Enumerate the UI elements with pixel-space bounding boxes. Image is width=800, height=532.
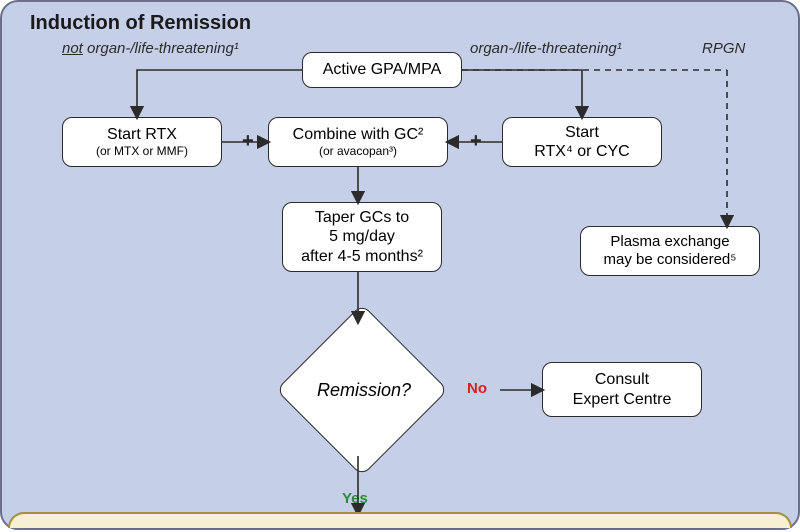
- node-consult-expert: Consult Expert Centre: [542, 362, 702, 417]
- node-text: Start: [565, 123, 599, 142]
- edge-active-to-left: [137, 70, 302, 117]
- node-plasma-exchange: Plasma exchange may be considered⁵: [580, 226, 760, 276]
- node-text: may be considered⁵: [604, 251, 737, 269]
- node-text: Consult: [595, 370, 649, 389]
- edge-active-to-right: [462, 70, 582, 117]
- node-subtext: (or avacopan³): [319, 144, 397, 158]
- section-title: Induction of Remission: [30, 12, 251, 35]
- node-text: RTX⁴ or CYC: [534, 142, 629, 161]
- node-text: Combine with GC²: [293, 125, 424, 144]
- node-taper-gc: Taper GCs to 5 mg/day after 4-5 months²: [282, 202, 442, 272]
- node-subtext: (or MTX or MMF): [96, 144, 188, 158]
- edge-label-not-threatening: not organ-/life-threatening¹organ-/life-…: [62, 40, 239, 57]
- node-start-rtx: Start RTX (or MTX or MMF): [62, 117, 222, 167]
- edge-label-threatening: organ-/life-threatening¹: [470, 40, 622, 57]
- node-text: Start RTX: [107, 125, 177, 144]
- node-combine-gc: Combine with GC² (or avacopan³): [268, 117, 448, 167]
- decision-label: Remission?: [314, 380, 414, 401]
- node-text: Plasma exchange: [610, 233, 729, 251]
- node-start-rtx-cyc: Start RTX⁴ or CYC: [502, 117, 662, 167]
- node-text: Expert Centre: [573, 390, 672, 409]
- plus-icon: +: [242, 130, 254, 153]
- decision-yes: Yes: [342, 490, 368, 507]
- decision-no: No: [467, 380, 487, 397]
- edge-label-rpgn: RPGN: [702, 40, 745, 57]
- node-active-gpa-mpa: Active GPA/MPA: [302, 52, 462, 88]
- next-section-peek: [8, 512, 792, 528]
- node-text: Taper GCs to: [315, 208, 409, 227]
- node-text: after 4-5 months²: [301, 247, 423, 266]
- flowchart-canvas: Induction of Remission not organ-/life-t…: [0, 0, 800, 530]
- node-text: Active GPA/MPA: [323, 60, 442, 79]
- node-text: 5 mg/day: [329, 227, 395, 246]
- plus-icon: +: [470, 130, 482, 153]
